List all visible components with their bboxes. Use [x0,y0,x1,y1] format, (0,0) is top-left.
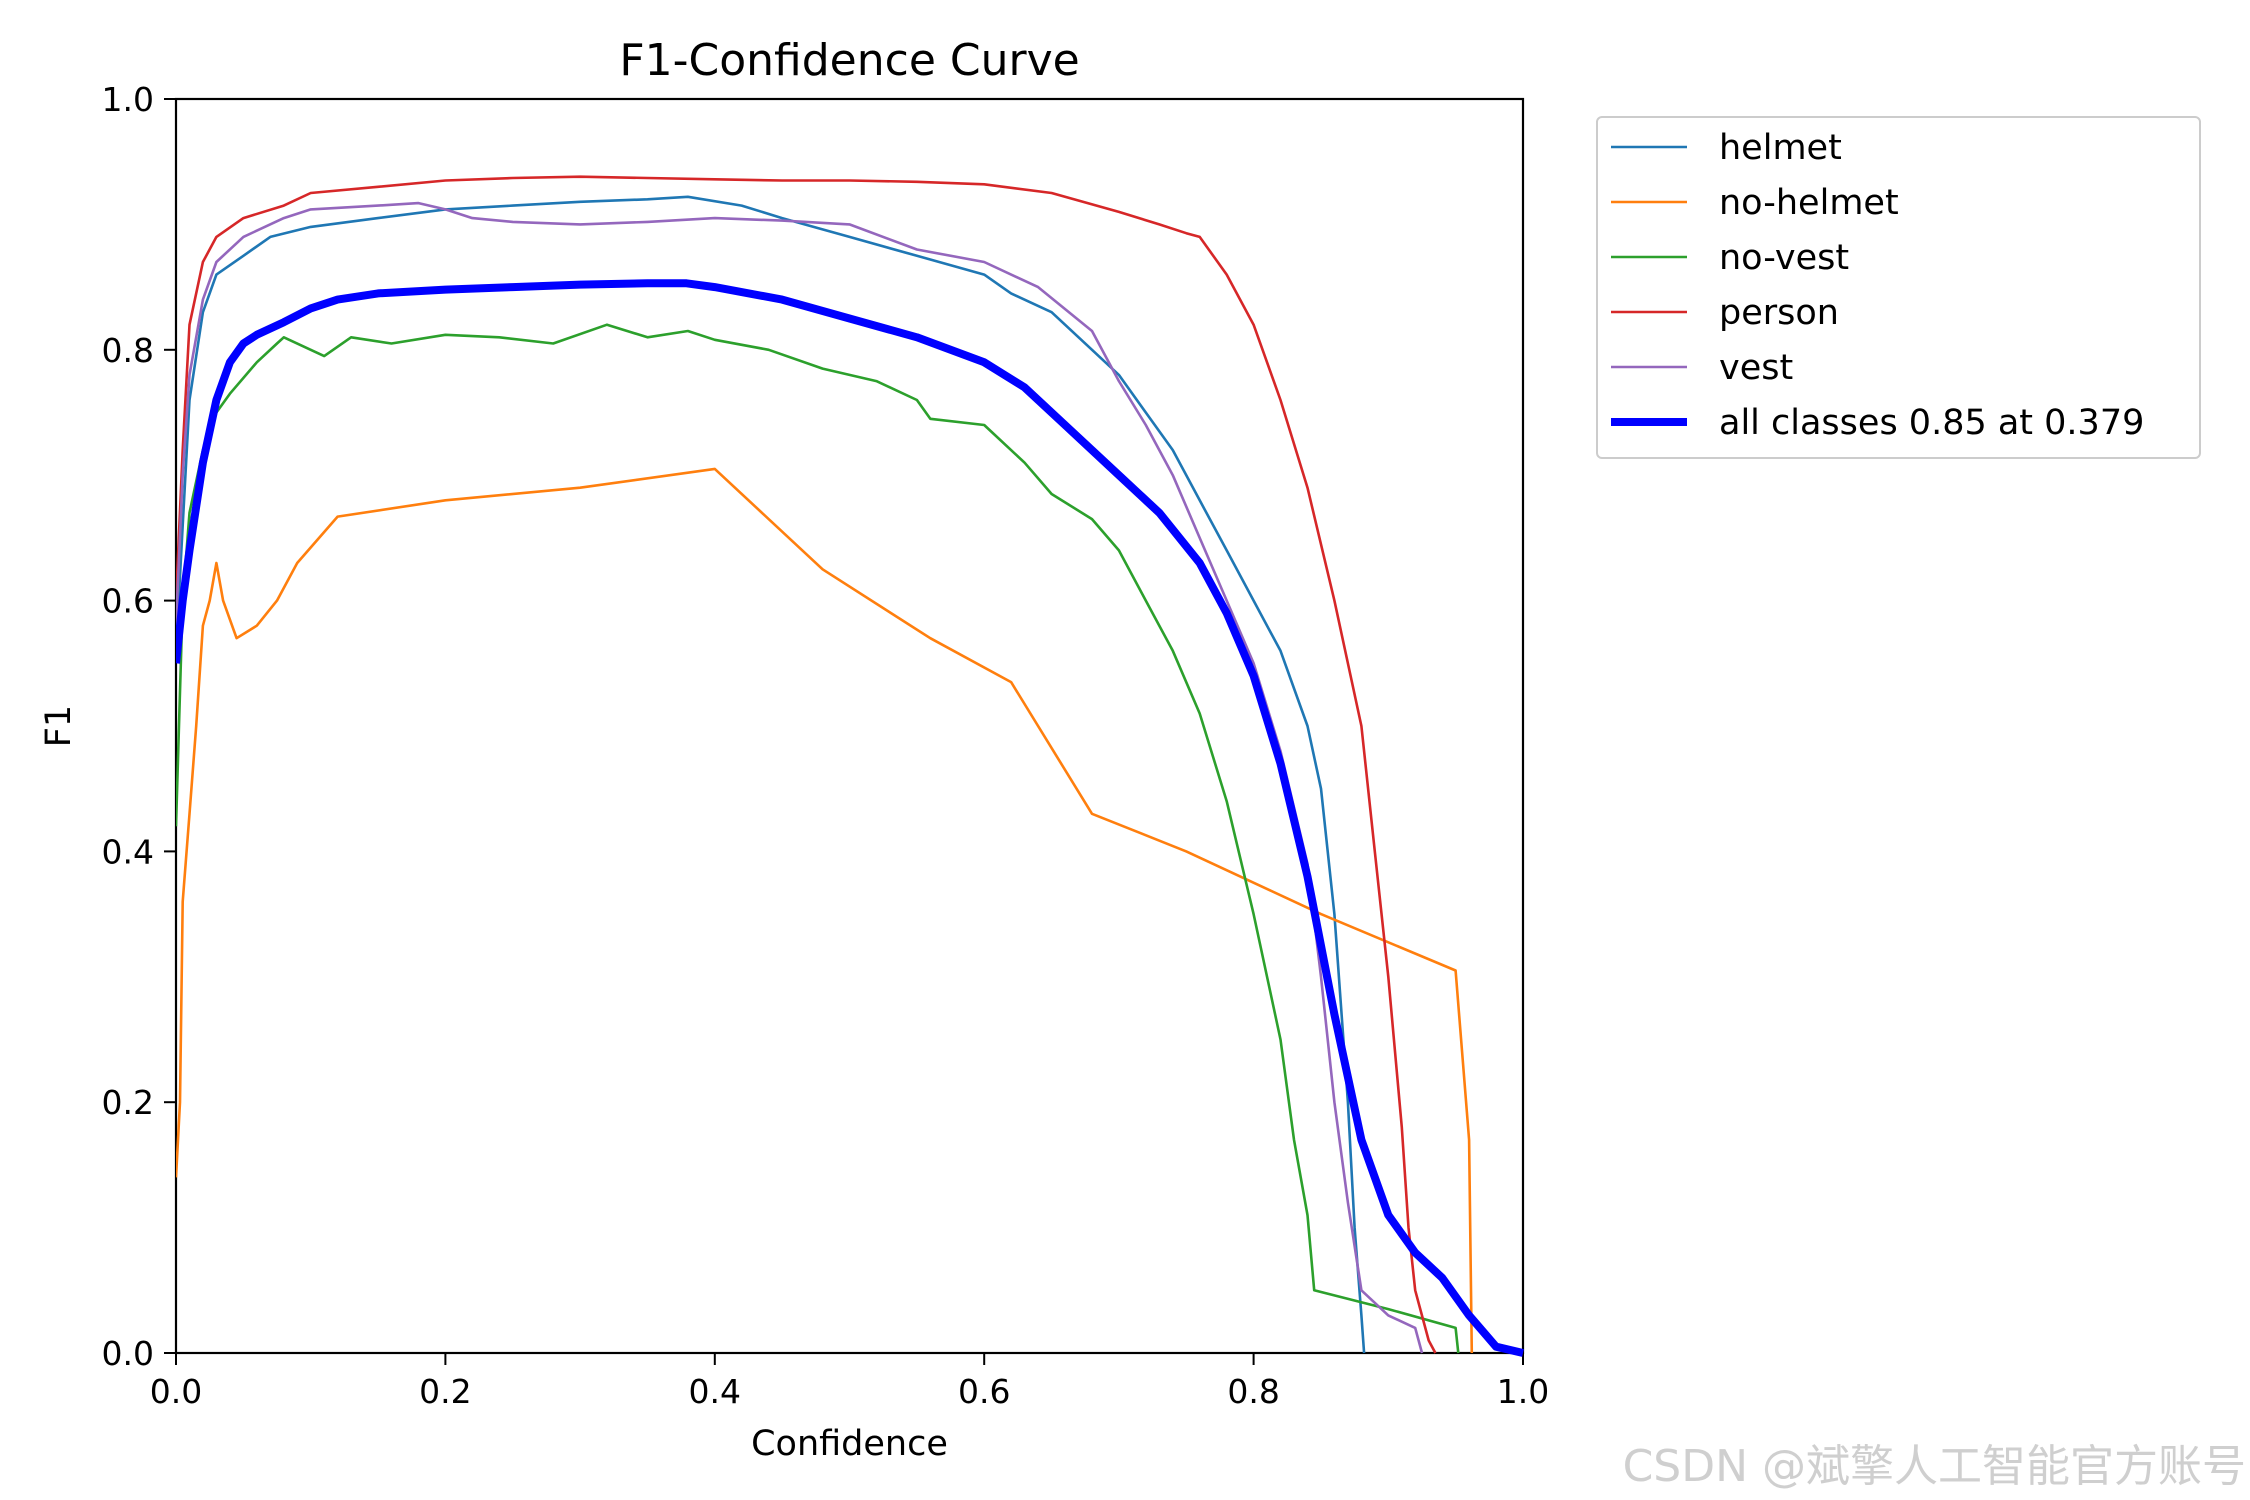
legend-box [1596,116,2201,459]
series-line-all [176,279,1524,1357]
axes: F1-Confidence Curve 0.0 0.2 0.4 0.6 0.8 1.0 0.0… [39,35,1549,1464]
legend-label: vest [1719,348,1793,388]
y-tick-label: 0.2 [102,1083,154,1122]
legend-label: no-vest [1719,238,1849,278]
legend-label: person [1719,293,1839,333]
chart-title: F1-Confidence Curve [619,35,1079,86]
series-line-person [176,175,1437,1354]
y-tick-label: 0.6 [102,582,154,621]
x-tick-label: 0.6 [958,1372,1010,1411]
y-tick-label: 0.4 [102,832,154,871]
x-axis-label: Confidence [751,1424,948,1464]
y-tick-label: 0.8 [102,331,154,370]
series-line-helmet [176,195,1366,1354]
x-tick-label: 0.4 [689,1372,741,1411]
y-tick-label: 0.0 [102,1334,154,1373]
watermark-text: CSDN @斌擎人工智能官方账号 [1622,1441,2246,1492]
series-lines [176,175,1524,1357]
series-line-vest [176,201,1424,1354]
legend-label: all classes 0.85 at 0.379 [1719,403,2144,443]
series-line-no-helmet [176,467,1474,1354]
legend-label: no-helmet [1719,183,1899,223]
x-tick-label: 0.0 [150,1372,202,1411]
legend: helmet no-helmet no-vest person vest all clas… [1596,116,2201,459]
x-tick-label: 0.8 [1227,1372,1279,1411]
y-axis-label: F1 [39,705,79,747]
x-tick-label: 0.2 [419,1372,471,1411]
series-line-no-vest [176,323,1460,1354]
legend-label: helmet [1719,128,1842,168]
plot-frame [174,97,1525,1355]
x-tick-label: 1.0 [1497,1372,1549,1411]
y-tick-label: 1.0 [102,80,154,119]
